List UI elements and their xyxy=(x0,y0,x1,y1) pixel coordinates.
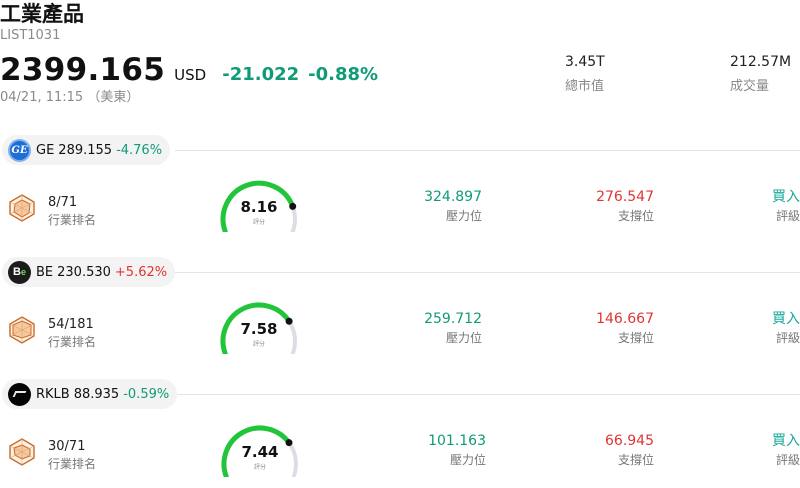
ge-logo-icon: GE xyxy=(8,138,31,162)
index-price: 2399.165 xyxy=(0,52,166,88)
stock-price: 88.935 xyxy=(73,386,120,402)
stock-chip-rklb[interactable]: RKLB 88.935 -0.59% xyxy=(2,379,178,409)
resistance-value: 324.897 xyxy=(424,189,482,205)
resistance-col: 101.163 壓力位 xyxy=(428,432,486,468)
score-value: 8.16 xyxy=(240,198,278,216)
rating-label: 評級 xyxy=(775,331,800,345)
rating-value: 買入 xyxy=(772,311,800,327)
score-value: 7.44 xyxy=(241,443,279,461)
support-col: 66.945 支撐位 xyxy=(605,432,654,468)
support-label: 支撐位 xyxy=(617,331,654,345)
rklb-logo-icon xyxy=(8,382,31,406)
score-gauge: 7.58 評分 xyxy=(218,302,304,354)
gauge-arc xyxy=(220,180,297,232)
rating-value: 買入 xyxy=(772,433,800,449)
gauge-arc xyxy=(220,302,297,354)
volume-stat: 212.57M 成交量 xyxy=(730,53,800,95)
industry-rank: 8/71 xyxy=(48,195,78,210)
stock-symbol: RKLB xyxy=(36,386,70,402)
divider xyxy=(175,394,800,395)
quote-time: 04/21, 11:15 （美東） xyxy=(0,90,140,105)
score-gauge: 8.16 評分 xyxy=(218,180,304,232)
page-title: 工業產品 xyxy=(0,2,84,26)
volume-value: 212.57M xyxy=(730,54,792,70)
support-col: 276.547 支撐位 xyxy=(596,188,654,224)
stock-symbol: BE xyxy=(36,264,54,280)
price-change: -21.022 xyxy=(222,64,300,85)
rating-col: 買入 評級 xyxy=(772,432,800,468)
stock-header-ge: GE GE 289.155 -4.76% xyxy=(0,135,800,165)
rating-col: 買入 評級 xyxy=(772,310,800,346)
divider xyxy=(175,150,800,151)
stock-chip-ge[interactable]: GE GE 289.155 -4.76% xyxy=(2,135,171,165)
resistance-value: 259.712 xyxy=(424,311,482,327)
price-change-pct: -0.88% xyxy=(308,64,379,85)
market-cap-value: 3.45T xyxy=(565,54,605,70)
market-cap-stat: 3.45T 總市值 xyxy=(565,53,675,95)
rating-label: 評級 xyxy=(775,453,800,467)
stock-change-pct: -4.76% xyxy=(116,142,163,158)
support-col: 146.667 支撐位 xyxy=(596,310,654,346)
radar-chart-icon xyxy=(9,438,35,466)
stock-change-pct: +5.62% xyxy=(114,264,168,280)
industry-rank: 30/71 xyxy=(48,439,86,454)
score-label: 評分 xyxy=(252,219,265,226)
resistance-col: 324.897 壓力位 xyxy=(424,188,482,224)
industry-rank-label: 行業排名 xyxy=(48,457,97,471)
resistance-value: 101.163 xyxy=(428,433,486,449)
resistance-label: 壓力位 xyxy=(445,209,482,223)
price-row: 2399.165 USD -21.022 -0.88% xyxy=(0,52,378,90)
market-cap-label: 總市值 xyxy=(565,79,605,94)
resistance-label: 壓力位 xyxy=(445,331,482,345)
stock-change-pct: -0.59% xyxy=(123,386,170,402)
score-gauge: 7.44 評分 xyxy=(219,425,305,477)
gauge-arc xyxy=(221,425,298,477)
volume-label: 成交量 xyxy=(730,79,770,94)
stock-header-rklb: RKLB 88.935 -0.59% xyxy=(0,379,800,409)
score-label: 評分 xyxy=(253,464,266,471)
divider xyxy=(175,272,800,273)
stock-row-rklb[interactable]: 30/71 行業排名 7.44 評分 101.163 壓力位 66.945 支撐… xyxy=(0,416,800,486)
industry-rank: 54/181 xyxy=(48,317,94,332)
index-code: LIST1031 xyxy=(0,28,61,43)
support-value: 146.667 xyxy=(596,311,654,327)
rating-col: 買入 評級 xyxy=(772,188,800,224)
support-label: 支撐位 xyxy=(617,453,654,467)
radar-chart-icon xyxy=(9,194,35,222)
stock-price: 230.530 xyxy=(57,264,111,280)
support-value: 276.547 xyxy=(596,189,654,205)
resistance-col: 259.712 壓力位 xyxy=(424,310,482,346)
radar-chart-icon xyxy=(9,316,35,344)
support-value: 66.945 xyxy=(605,433,654,449)
industry-rank-label: 行業排名 xyxy=(48,213,97,227)
score-label: 評分 xyxy=(252,341,265,348)
stock-row-ge[interactable]: 8/71 行業排名 8.16 評分 324.897 壓力位 276.547 支撐… xyxy=(0,172,800,242)
currency-label: USD xyxy=(174,66,207,84)
score-value: 7.58 xyxy=(240,320,278,338)
stock-price: 289.155 xyxy=(58,142,113,158)
support-label: 支撐位 xyxy=(617,209,654,223)
rating-label: 評級 xyxy=(775,209,800,223)
resistance-label: 壓力位 xyxy=(449,453,486,467)
stock-row-be[interactable]: 54/181 行業排名 7.58 評分 259.712 壓力位 146.667 … xyxy=(0,294,800,364)
rating-value: 買入 xyxy=(772,189,800,205)
industry-rank-label: 行業排名 xyxy=(48,335,97,349)
stock-symbol: GE xyxy=(36,142,55,158)
